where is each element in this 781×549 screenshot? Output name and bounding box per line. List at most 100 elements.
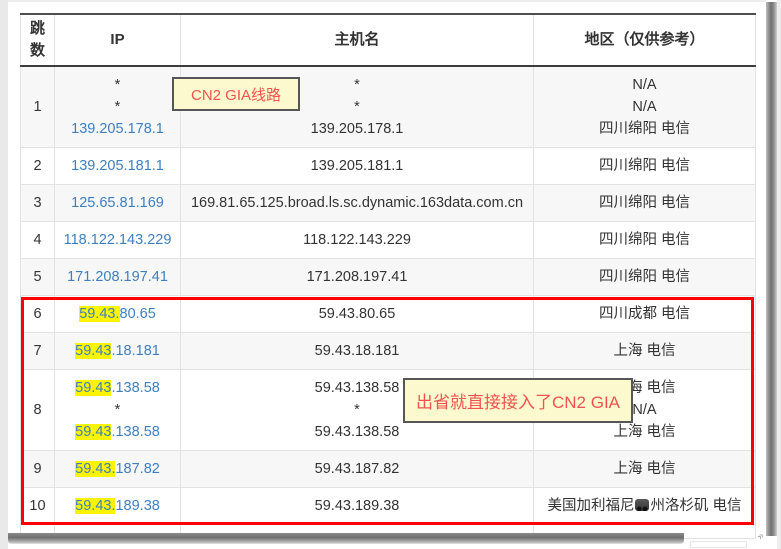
- hostname-value: 59.43.138.58: [314, 380, 400, 396]
- screenshot-artifact-box: [690, 541, 747, 548]
- region-cell: N/A N/A 四川绵阳 电信: [533, 65, 756, 148]
- resize-cursor-icon: »: [754, 530, 767, 543]
- annotation-note-1-text: CN2 GIA线路: [190, 86, 281, 104]
- region-text-post: 州洛杉矶 电信: [650, 498, 742, 514]
- annotation-note-out-province: 出省就直接接入了CN2 GIA: [403, 378, 633, 423]
- region-text-pre: 美国加利福尼: [547, 498, 635, 514]
- page-edge-top: [8, 0, 766, 2]
- hostname-value: 59.43.80.65: [318, 306, 396, 322]
- hop-value: 7: [33, 343, 42, 359]
- region-value: 四川绵阳 电信: [598, 158, 691, 174]
- hop-cell: 7: [20, 332, 55, 370]
- ip-line[interactable]: 59.43.187.82: [57, 458, 178, 480]
- ip-line[interactable]: 125.65.81.169: [71, 195, 164, 211]
- table-row-4: 4 118.122.143.229 118.122.143.229 四川绵阳 电信: [20, 221, 756, 259]
- hostname-value: 139.205.178.1: [310, 121, 404, 137]
- ip-cell: 59.43.138.58 * 59.43.138.58: [54, 369, 181, 451]
- hostname-value: 118.122.143.229: [303, 232, 411, 248]
- ip-cell: 118.122.143.229: [54, 221, 181, 259]
- region-cell: 上海 电信: [533, 450, 756, 488]
- ip-line[interactable]: 139.205.178.1: [71, 121, 164, 137]
- region-value: 四川绵阳 电信: [598, 232, 691, 248]
- hop-cell: 5: [20, 258, 55, 296]
- ip-line: *: [114, 77, 121, 93]
- ip-line[interactable]: 59.43.18.181: [57, 340, 178, 362]
- hostname-value: *: [354, 77, 360, 93]
- hostname-value: 59.43.138.58: [314, 424, 400, 440]
- ip-line: *: [114, 99, 121, 115]
- region-value: 四川成都 电信: [598, 306, 691, 322]
- ip-highlight: 59.43.: [75, 498, 116, 514]
- header-hostname: 主机名: [180, 13, 534, 67]
- header-ip-label: IP: [110, 31, 125, 48]
- region-value: 四川绵阳 电信: [598, 121, 691, 137]
- region-cell: 美国加利福尼 州洛杉矶 电信: [533, 487, 756, 525]
- traceroute-table: 跳数 IP 主机名 地区（仅供参考） 1 * * 139.205.178.1 * * 139…: [20, 13, 756, 539]
- page-edge-left: [0, 0, 8, 549]
- ip-value[interactable]: .138.58: [111, 424, 160, 440]
- hop-value: 8: [33, 402, 42, 418]
- dark-glyph-icon: [635, 499, 650, 511]
- hostname-value: 169.81.65.125.broad.ls.sc.dynamic.163dat…: [190, 195, 524, 211]
- hop-value: 10: [29, 498, 46, 514]
- hostname-value: *: [354, 402, 360, 418]
- hop-cell: 9: [20, 450, 55, 488]
- ip-line[interactable]: 139.205.181.1: [71, 158, 164, 174]
- ip-line[interactable]: 59.43.138.58: [57, 421, 178, 443]
- ip-highlight: 59.43.: [79, 306, 120, 322]
- window-shadow-right: [766, 2, 777, 536]
- hop-value: 6: [33, 306, 42, 322]
- ip-line[interactable]: 171.208.197.41: [67, 269, 168, 285]
- table-row-2: 2 139.205.181.1 139.205.181.1 四川绵阳 电信: [20, 147, 756, 185]
- header-region: 地区（仅供参考）: [533, 13, 756, 67]
- region-cell: 四川成都 电信: [533, 295, 756, 333]
- ip-line[interactable]: 118.122.143.229: [63, 232, 172, 248]
- table-row-1: 1 * * 139.205.178.1 * * 139.205.178.1 N/A N/A 四川绵…: [20, 65, 756, 148]
- hostname-cell: 59.43.80.65: [180, 295, 534, 333]
- ip-cell: 59.43.189.38: [54, 487, 181, 525]
- table-row-5: 5 171.208.197.41 171.208.197.41 四川绵阳 电信: [20, 258, 756, 296]
- hop-cell: 2: [20, 147, 55, 185]
- hostname-cell: 169.81.65.125.broad.ls.sc.dynamic.163dat…: [180, 184, 534, 222]
- ip-line[interactable]: 59.43.189.38: [57, 495, 178, 517]
- hostname-value: 59.43.18.181: [314, 343, 400, 359]
- table-row-6: 6 59.43.80.65 59.43.80.65 四川成都 电信: [20, 295, 756, 333]
- ip-highlight: 59.43: [75, 424, 112, 440]
- header-ip: IP: [54, 13, 181, 67]
- ip-value[interactable]: 187.82: [115, 461, 160, 477]
- hostname-value: 59.43.189.38: [314, 498, 400, 514]
- hop-cell: 10: [20, 487, 55, 525]
- ip-line[interactable]: 59.43.80.65: [57, 303, 178, 325]
- ip-line[interactable]: 59.43.138.58: [57, 377, 178, 399]
- hop-cell: 4: [20, 221, 55, 259]
- ip-value[interactable]: 80.65: [119, 306, 156, 322]
- annotation-note-cn2-gia: CN2 GIA线路: [172, 77, 300, 111]
- hostname-cell: 171.208.197.41: [180, 258, 534, 296]
- ip-cell: * * 139.205.178.1: [54, 65, 181, 148]
- table-row-8: 8 59.43.138.58 * 59.43.138.58 59.43.138.58 * 5…: [20, 369, 756, 451]
- ip-value[interactable]: .138.58: [111, 380, 160, 396]
- region-cell: 四川绵阳 电信: [533, 221, 756, 259]
- ip-highlight: 59.43: [75, 380, 112, 396]
- hostname-cell: 139.205.181.1: [180, 147, 534, 185]
- table-row-3: 3 125.65.81.169 169.81.65.125.broad.ls.sc.…: [20, 184, 756, 222]
- hop-value: 4: [33, 232, 42, 248]
- traceroute-table-container: 跳数 IP 主机名 地区（仅供参考） 1 * * 139.205.178.1 * * 139…: [20, 13, 756, 539]
- ip-value[interactable]: 189.38: [115, 498, 160, 514]
- ip-cell: 171.208.197.41: [54, 258, 181, 296]
- hop-cell: 3: [20, 184, 55, 222]
- ip-value[interactable]: .18.181: [111, 343, 160, 359]
- region-value: N/A: [632, 402, 657, 418]
- hop-value: 3: [33, 195, 42, 211]
- region-value: 四川绵阳 电信: [598, 269, 691, 285]
- table-row-10: 10 59.43.189.38 59.43.189.38 美国加利福尼 州洛杉矶 电信: [20, 487, 756, 525]
- window-shadow-bottom: [8, 533, 684, 544]
- ip-highlight: 59.43: [75, 343, 112, 359]
- header-region-label: 地区（仅供参考）: [584, 31, 705, 48]
- hostname-value: 139.205.181.1: [310, 158, 404, 174]
- header-hop: 跳数: [20, 13, 55, 67]
- region-cell: 四川绵阳 电信: [533, 147, 756, 185]
- region-value: 四川绵阳 电信: [598, 195, 691, 211]
- table-header: 跳数 IP 主机名 地区（仅供参考）: [20, 13, 756, 67]
